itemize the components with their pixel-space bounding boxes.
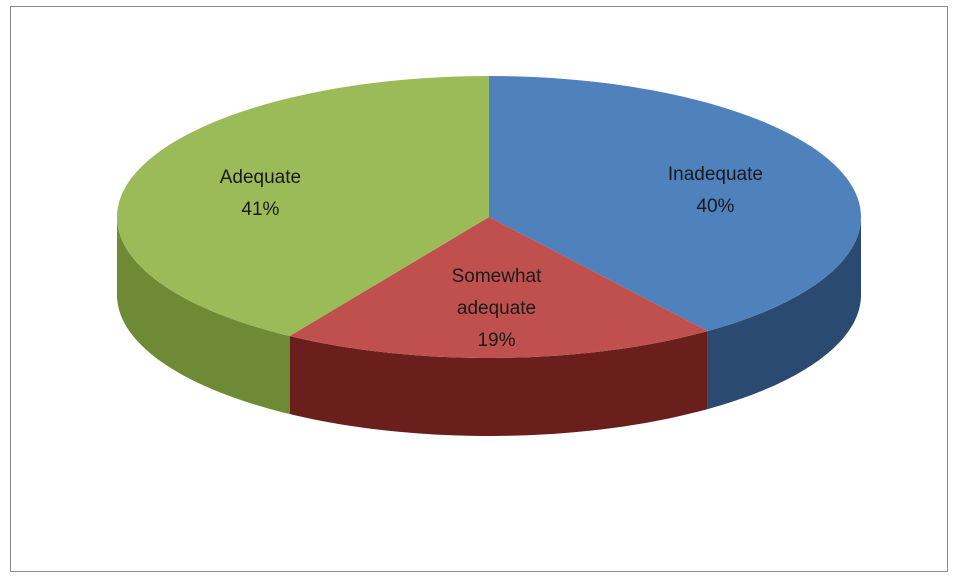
slice-category-label: Adequate bbox=[220, 167, 301, 188]
pie-slice-adequate bbox=[117, 76, 489, 337]
pie-side-inadequate bbox=[707, 217, 861, 410]
slice-label-adequate: Adequate 41% bbox=[220, 167, 301, 220]
slice-value-label: 19% bbox=[477, 330, 515, 351]
pie-sides bbox=[117, 217, 861, 436]
pie-slice-somewhat-adequate bbox=[289, 217, 708, 358]
pie-slice-inadequate bbox=[489, 76, 861, 332]
pie-tops bbox=[117, 76, 861, 358]
slice-label-somewhat-adequate: Somewhat adequate 19% bbox=[452, 266, 542, 351]
slice-value-label: 41% bbox=[241, 199, 279, 220]
slice-category-label: adequate bbox=[457, 298, 536, 319]
slice-label-inadequate: Inadequate 40% bbox=[668, 164, 763, 217]
pie-labels: Inadequate 40% Somewhat adequate 19% Adequate… bbox=[220, 164, 763, 351]
slice-category-label: Inadequate bbox=[668, 164, 763, 185]
slice-category-label: Somewhat bbox=[452, 266, 542, 287]
pie-side-somewhat-adequate bbox=[289, 331, 708, 436]
slice-value-label: 40% bbox=[696, 196, 734, 217]
pie-side-adequate bbox=[117, 217, 290, 415]
